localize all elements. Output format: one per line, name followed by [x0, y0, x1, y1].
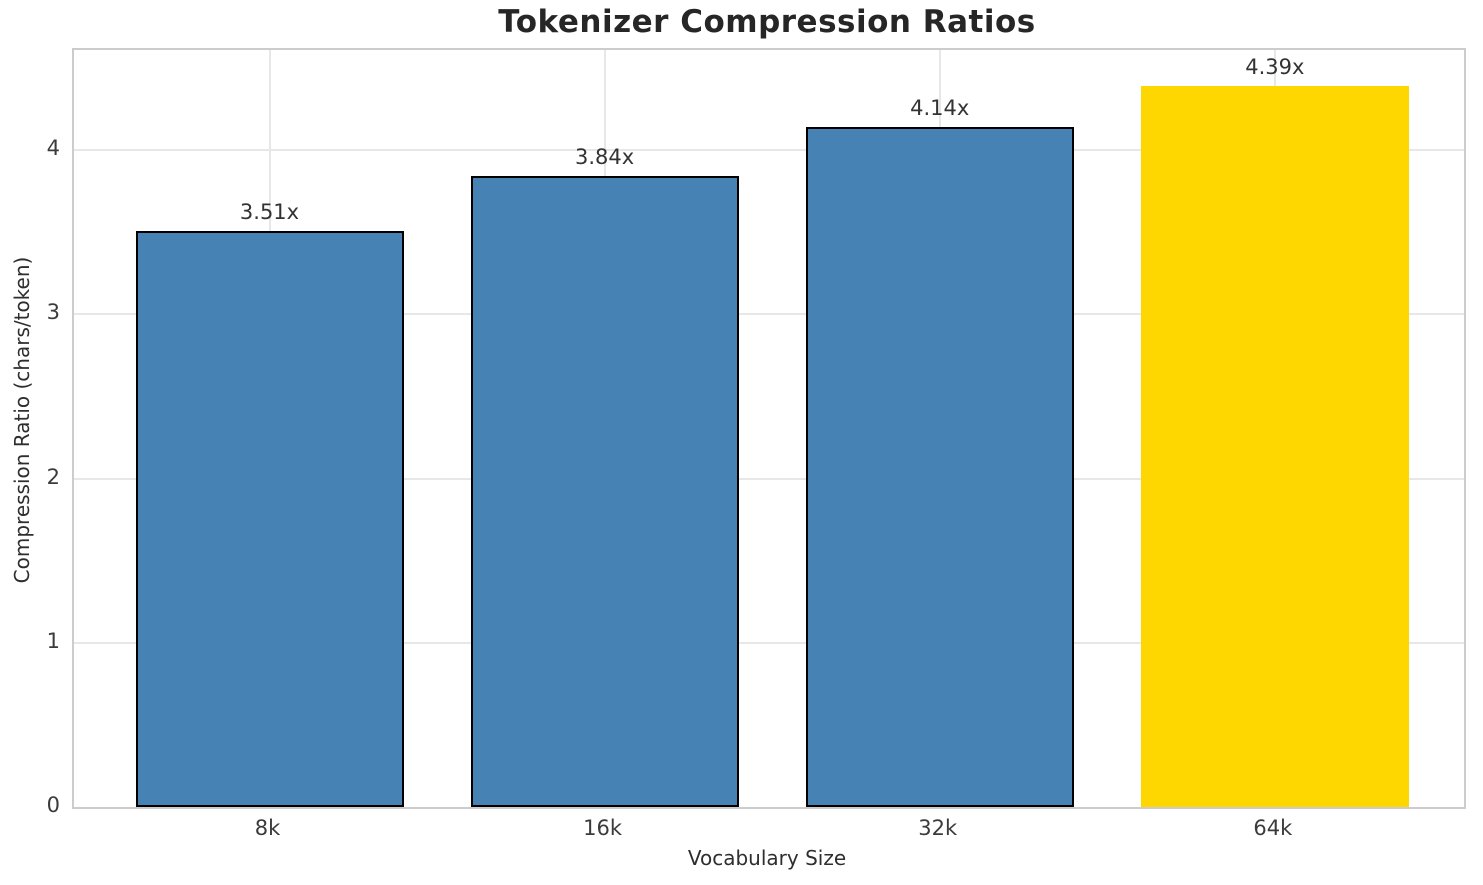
x-tick-label-8k: 8k: [254, 816, 281, 840]
chart-title: Tokenizer Compression Ratios: [498, 4, 1036, 40]
bar-value-label-16k: 3.84x: [575, 145, 635, 170]
x-axis-label: Vocabulary Size: [687, 846, 847, 870]
y-tick-label-1: 1: [46, 628, 60, 653]
gridline-y-1: [74, 641, 1464, 644]
bar-value-label-8k: 3.51x: [239, 199, 300, 224]
plot-area: 3.51x 3.84x 4.14x 4.39x: [72, 48, 1466, 809]
bar-value-label-64k: 4.39x: [1245, 55, 1305, 80]
y-tick-label-4: 4: [46, 136, 60, 161]
bar-value-label-32k: 4.14x: [910, 96, 970, 121]
y-tick-label-0: 0: [46, 793, 60, 817]
gridline-y-4: [74, 149, 1464, 152]
bar-64k: [1140, 86, 1409, 807]
bar-16k: [470, 176, 739, 807]
x-tick-label-16k: 16k: [583, 816, 623, 840]
bar-8k: [135, 230, 404, 807]
x-tick-label-64k: 64k: [1253, 816, 1293, 840]
bar-32k: [805, 127, 1074, 807]
y-tick-label-3: 3: [46, 300, 60, 325]
x-tick-label-32k: 32k: [918, 816, 958, 840]
gridline-y-3: [74, 313, 1464, 316]
y-tick-label-2: 2: [46, 464, 60, 489]
gridline-y-2: [74, 477, 1464, 480]
